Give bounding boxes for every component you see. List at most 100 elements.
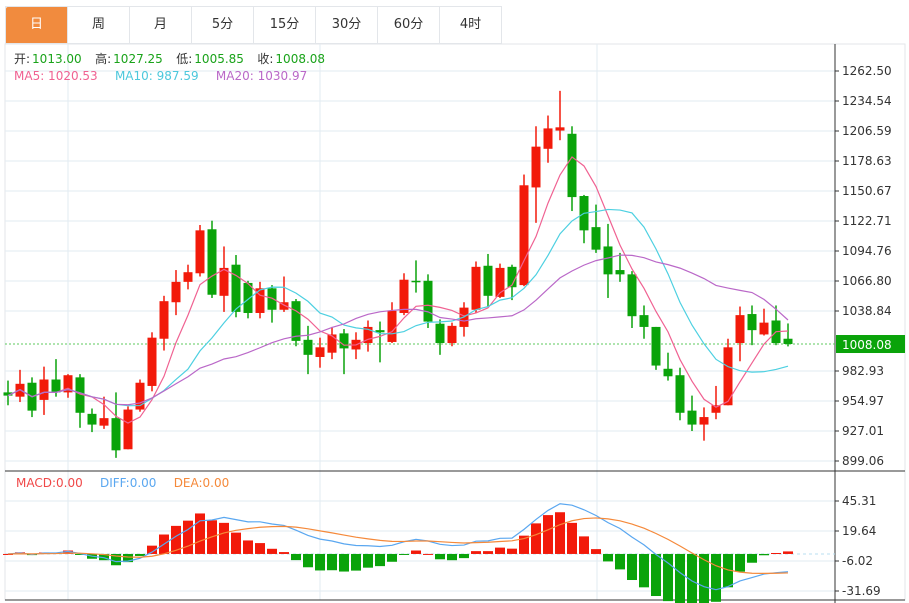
- candle-body: [591, 227, 601, 250]
- candle-body: [75, 377, 85, 413]
- close-label: 收:: [257, 52, 274, 66]
- last-price-badge: [836, 335, 905, 354]
- macd-bar: [315, 553, 325, 571]
- candle-body: [219, 267, 229, 296]
- candle-body: [399, 279, 409, 313]
- price-tick-label: 1122.71: [842, 214, 892, 228]
- candle-body: [447, 325, 457, 344]
- ma10-value: MA10: 987.59: [114, 69, 199, 83]
- macd-bar: [243, 540, 253, 554]
- ma10-line: [7, 208, 789, 407]
- tab-4[interactable]: 15分: [254, 7, 316, 43]
- candle-body: [51, 379, 61, 393]
- macd-bar: [627, 553, 637, 581]
- macd-bar: [231, 532, 241, 554]
- macd-bar: [447, 553, 457, 561]
- macd-bar: [123, 553, 133, 563]
- price-tick-label: 1038.84: [842, 304, 892, 318]
- candle-body: [495, 267, 505, 297]
- tab-7[interactable]: 4时: [440, 7, 502, 43]
- price-tick-label: 982.93: [842, 364, 884, 378]
- ma-info: MA5: 1020.53 MA10: 987.59 MA20: 1030.97: [14, 69, 309, 83]
- macd-bar: [339, 553, 349, 572]
- candle-body: [135, 382, 145, 410]
- open-value: 1013.00: [32, 52, 82, 66]
- candle-body: [123, 409, 133, 450]
- price-tick-label: 927.01: [842, 424, 884, 438]
- tab-5[interactable]: 30分: [316, 7, 378, 43]
- candle-body: [723, 347, 733, 406]
- open-label: 开:: [14, 52, 31, 66]
- price-tick-label: 899.06: [842, 454, 884, 468]
- candle-body: [243, 282, 253, 313]
- macd-bar: [735, 553, 745, 572]
- candle-body: [267, 288, 277, 310]
- period-tabs: 日周月 5分 15分 30分 60分 4时: [5, 6, 502, 44]
- candle-body: [387, 310, 397, 342]
- candle-body: [111, 418, 121, 451]
- candle-body: [195, 230, 205, 274]
- macd-tick-label: 45.31: [842, 494, 876, 508]
- candle-body: [603, 246, 613, 275]
- last-price-label: 1008.08: [842, 338, 892, 352]
- price-tick-label: 1234.54: [842, 94, 892, 108]
- close-value: 1008.08: [275, 52, 326, 66]
- macd-bar: [543, 515, 553, 554]
- candle-body: [87, 413, 97, 425]
- tab-6[interactable]: 60分: [378, 7, 440, 43]
- high-value: 1027.25: [113, 52, 163, 66]
- macd-bar: [747, 553, 757, 563]
- candle-body: [555, 127, 565, 131]
- macd-bar: [531, 523, 541, 554]
- diff-value: DIFF:0.00: [100, 476, 157, 490]
- candle-body: [279, 302, 289, 310]
- macd-bar: [651, 553, 661, 597]
- candle-body: [63, 375, 73, 393]
- tab-1[interactable]: 周: [68, 7, 130, 43]
- candle-body: [231, 264, 241, 312]
- price-tick-label: 1262.50: [842, 64, 892, 78]
- macd-value: MACD:0.00: [16, 476, 83, 490]
- macd-bar: [171, 525, 181, 554]
- high-label: 高:: [95, 52, 112, 66]
- macd-bar: [411, 550, 421, 554]
- macd-bar: [195, 513, 205, 554]
- ma5-value: MA5: 1020.53: [14, 69, 98, 83]
- macd-tick-label: -31.69: [842, 584, 881, 598]
- macd-bar: [351, 553, 361, 571]
- macd-bar: [567, 522, 577, 554]
- macd-bar: [435, 553, 445, 560]
- macd-bar: [771, 552, 781, 554]
- macd-bar: [723, 553, 733, 588]
- candle-body: [375, 330, 385, 333]
- macd-tick-label: 19.64: [842, 524, 876, 538]
- ma20-value: MA20: 1030.97: [215, 69, 308, 83]
- price-tick-label: 1150.67: [842, 184, 892, 198]
- candle-body: [567, 133, 577, 198]
- tab-2[interactable]: 月: [130, 7, 192, 43]
- macd-bar: [423, 553, 433, 555]
- macd-bar: [63, 550, 73, 554]
- candle-body: [147, 337, 157, 386]
- tab-0[interactable]: 日: [6, 7, 68, 43]
- macd-bar: [135, 553, 145, 556]
- tab-3[interactable]: 5分: [192, 7, 254, 43]
- candle-body: [675, 375, 685, 413]
- macd-bar: [375, 553, 385, 567]
- candle-body: [39, 379, 49, 400]
- macd-bar: [111, 553, 121, 566]
- candle-body: [483, 265, 493, 296]
- macd-bar: [663, 553, 673, 602]
- macd-bar: [387, 553, 397, 562]
- ma20-line: [7, 254, 789, 406]
- macd-bar: [399, 553, 409, 555]
- macd-bar: [639, 553, 649, 588]
- candle-body: [615, 270, 625, 275]
- candle-body: [363, 326, 373, 344]
- candle-body: [423, 280, 433, 322]
- candle-body: [315, 347, 325, 357]
- chart-frame: [4, 43, 906, 601]
- candle-body: [99, 418, 109, 426]
- candle-body: [327, 334, 337, 353]
